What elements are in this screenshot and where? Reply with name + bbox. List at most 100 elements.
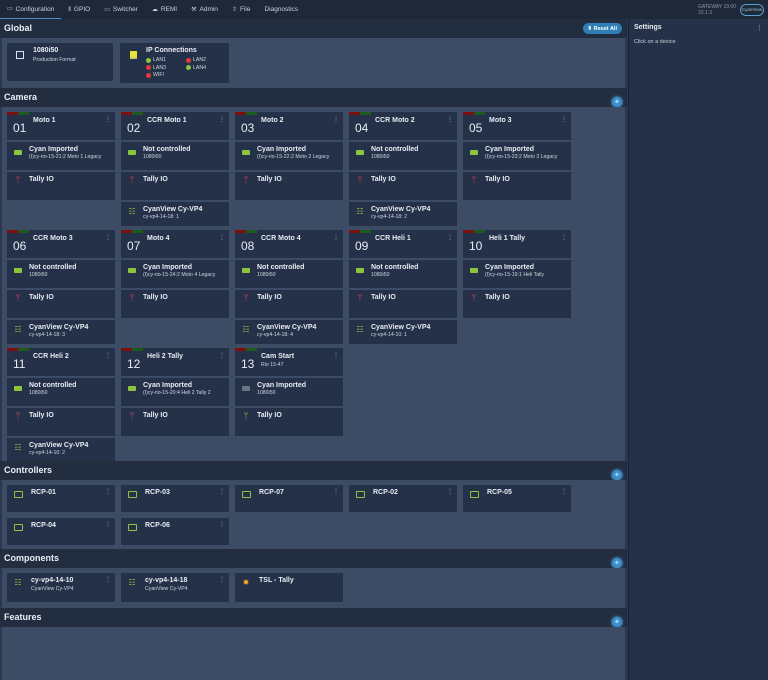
camera-menu-icon[interactable]: ⋮ — [105, 117, 111, 123]
tab-admin[interactable]: ⚒ Admin — [184, 0, 225, 19]
camera-menu-icon[interactable]: ⋮ — [333, 235, 339, 241]
camera-source[interactable]: Cyan Imported (I)cy-rio-15-21:2 Moto 1 Le… — [7, 142, 115, 170]
vp4-processor[interactable]: ☷ CyanView Cy-VP4 cy-vp4-14-10: 2 — [7, 438, 115, 462]
camera-card-header[interactable]: 07 Moto 4 ⋮ — [121, 230, 229, 258]
camera-card[interactable]: 07 Moto 4 ⋮ Cyan Imported (I)cy-rio-15-24:2 … — [121, 230, 229, 318]
controller-card[interactable]: RCP-07 ⋮ — [235, 485, 343, 512]
tally-io[interactable]: ᛘ Tally IO — [121, 408, 229, 436]
controller-menu-icon[interactable]: ⋮ — [561, 489, 567, 495]
controller-card[interactable]: RCP-01 ⋮ — [7, 485, 115, 512]
add-components-button[interactable]: + — [612, 557, 622, 568]
tally-io[interactable]: ᛘ Tally IO — [463, 290, 571, 318]
camera-card[interactable]: 11 CCR Heli 2 ⋮ Not controlled 1080i50 ᛘ Tally… — [7, 348, 115, 462]
camera-card-header[interactable]: 09 CCR Heli 1 ⋮ — [349, 230, 457, 258]
ip-connections-card[interactable]: IP Connections LAN1 LAN2 LAN3 LAN4 WIFI — [120, 43, 229, 83]
tab-diagnostics[interactable]: Diagnostics — [257, 0, 305, 19]
reset-all-button[interactable]: ⇞ Reset All — [582, 23, 622, 34]
camera-card[interactable]: 13 Cam Start Rio 15-47 ⋮ Cyan Imported 1080i5… — [235, 348, 343, 436]
camera-source[interactable]: Cyan Imported 1080i50 — [235, 378, 343, 406]
tally-io[interactable]: ᛘ Tally IO — [349, 172, 457, 200]
component-card[interactable]: ✹ TSL - Tally — [235, 573, 343, 602]
camera-menu-icon[interactable]: ⋮ — [219, 235, 225, 241]
controller-card[interactable]: RCP-03 ⋮ — [121, 485, 229, 512]
tab-file[interactable]: ⇧ File — [225, 0, 258, 19]
tally-io[interactable]: ᛘ Tally IO — [463, 172, 571, 200]
camera-card-header[interactable]: 02 CCR Moto 1 ⋮ — [121, 112, 229, 140]
camera-menu-icon[interactable]: ⋮ — [447, 235, 453, 241]
controller-menu-icon[interactable]: ⋮ — [447, 489, 453, 495]
component-card[interactable]: ☷ cy-vp4-14-18 CyanView Cy-VP4 ⋮ — [121, 573, 229, 602]
camera-card-header[interactable]: 10 Heli 1 Tally ⋮ — [463, 230, 571, 258]
camera-card-header[interactable]: 03 Moto 2 ⋮ — [235, 112, 343, 140]
tally-io[interactable]: ᛘ Tally IO — [7, 408, 115, 436]
camera-source[interactable]: Cyan Imported (I)cy-rio-15-24:2 Moto 4 Le… — [121, 260, 229, 288]
camera-source[interactable]: Not controlled 1080i50 — [7, 378, 115, 406]
camera-card[interactable]: 01 Moto 1 ⋮ Cyan Imported (I)cy-rio-15-21:2 … — [7, 112, 115, 200]
camera-card[interactable]: 03 Moto 2 ⋮ Cyan Imported (I)cy-rio-15-22:2 … — [235, 112, 343, 200]
add-features-button[interactable]: + — [612, 616, 622, 627]
vp4-processor[interactable]: ☷ CyanView Cy-VP4 cy-vp4-14-18: 3 — [7, 320, 115, 344]
add-camera-button[interactable]: + — [612, 96, 622, 107]
camera-card[interactable]: 06 CCR Moto 3 ⋮ Not controlled 1080i50 ᛘ Tally… — [7, 230, 115, 344]
component-menu-icon[interactable]: ⋮ — [105, 577, 111, 583]
vp4-processor[interactable]: ☷ CyanView Cy-VP4 cy-vp4-14-10: 1 — [349, 320, 457, 344]
camera-menu-icon[interactable]: ⋮ — [219, 117, 225, 123]
settings-menu-icon[interactable]: ⋮ — [756, 24, 763, 32]
controller-card[interactable]: RCP-02 ⋮ — [349, 485, 457, 512]
tab-configuration[interactable]: ▭ Configuration — [0, 0, 62, 19]
camera-card-header[interactable]: 13 Cam Start Rio 15-47 ⋮ — [235, 348, 343, 376]
camera-card[interactable]: 04 CCR Moto 2 ⋮ Not controlled 1080i50 ᛘ Tally… — [349, 112, 457, 226]
camera-menu-icon[interactable]: ⋮ — [333, 353, 339, 359]
component-card[interactable]: ☷ cy-vp4-14-10 CyanView Cy-VP4 ⋮ — [7, 573, 115, 602]
tally-io[interactable]: ᛘ Tally IO — [7, 172, 115, 200]
tally-io[interactable]: ᛘ Tally IO — [235, 290, 343, 318]
controller-card[interactable]: RCP-04 ⋮ — [7, 518, 115, 545]
camera-card[interactable]: 09 CCR Heli 1 ⋮ Not controlled 1080i50 ᛘ Tally… — [349, 230, 457, 344]
vp4-processor[interactable]: ☷ CyanView Cy-VP4 cy-vp4-14-18: 4 — [235, 320, 343, 344]
camera-card-header[interactable]: 01 Moto 1 ⋮ — [7, 112, 115, 140]
controller-menu-icon[interactable]: ⋮ — [219, 489, 225, 495]
camera-source[interactable]: Not controlled 1080i50 — [121, 142, 229, 170]
tab-switcher[interactable]: ▭ Switcher — [97, 0, 145, 19]
camera-card-header[interactable]: 04 CCR Moto 2 ⋮ — [349, 112, 457, 140]
camera-source[interactable]: Cyan Imported (I)cy-rio-15-23:2 Moto 3 Le… — [463, 142, 571, 170]
camera-card[interactable]: 12 Heli 2 Tally ⋮ Cyan Imported (I)cy-rio-15… — [121, 348, 229, 436]
camera-source[interactable]: Not controlled 1080i50 — [349, 142, 457, 170]
camera-source[interactable]: Not controlled 1080i50 — [235, 260, 343, 288]
camera-menu-icon[interactable]: ⋮ — [561, 117, 567, 123]
controller-card[interactable]: RCP-06 ⋮ — [121, 518, 229, 545]
controller-menu-icon[interactable]: ⋮ — [219, 522, 225, 528]
tab-remi[interactable]: ☁ REMI — [145, 0, 184, 19]
vp4-processor[interactable]: ☷ CyanView Cy-VP4 cy-vp4-14-18: 2 — [349, 202, 457, 226]
camera-menu-icon[interactable]: ⋮ — [105, 353, 111, 359]
component-menu-icon[interactable]: ⋮ — [219, 577, 225, 583]
tab-gpio[interactable]: ⦀ GPIO — [61, 0, 97, 19]
camera-card-header[interactable]: 08 CCR Moto 4 ⋮ — [235, 230, 343, 258]
camera-card-header[interactable]: 06 CCR Moto 3 ⋮ — [7, 230, 115, 258]
controller-card[interactable]: RCP-05 ⋮ — [463, 485, 571, 512]
camera-source[interactable]: Not controlled 1080i50 — [349, 260, 457, 288]
production-format-card[interactable]: 1080i50 Production Format — [7, 43, 113, 81]
camera-card[interactable]: 08 CCR Moto 4 ⋮ Not controlled 1080i50 ᛘ Tally… — [235, 230, 343, 344]
controller-menu-icon[interactable]: ⋮ — [105, 522, 111, 528]
vp4-processor[interactable]: ☷ CyanView Cy-VP4 cy-vp4-14-18: 1 — [121, 202, 229, 226]
tally-io[interactable]: ᛘ Tally IO — [349, 290, 457, 318]
camera-card[interactable]: 02 CCR Moto 1 ⋮ Not controlled 1080i50 ᛘ Tally… — [121, 112, 229, 226]
tally-io[interactable]: ᛘ Tally IO — [121, 290, 229, 318]
tally-io[interactable]: ᛘ Tally IO — [235, 408, 343, 436]
tally-io[interactable]: ᛘ Tally IO — [121, 172, 229, 200]
camera-card-header[interactable]: 11 CCR Heli 2 ⋮ — [7, 348, 115, 376]
controller-menu-icon[interactable]: ⋮ — [333, 489, 339, 495]
camera-source[interactable]: Cyan Imported (I)cy-rio-15-20:4 Heli 2 Ta… — [121, 378, 229, 406]
camera-card[interactable]: 10 Heli 1 Tally ⋮ Cyan Imported (I)cy-rio-15… — [463, 230, 571, 318]
controller-menu-icon[interactable]: ⋮ — [105, 489, 111, 495]
camera-source[interactable]: Cyan Imported (I)cy-rio-15-19:1 Heli Tall… — [463, 260, 571, 288]
camera-menu-icon[interactable]: ⋮ — [561, 235, 567, 241]
camera-menu-icon[interactable]: ⋮ — [447, 117, 453, 123]
camera-menu-icon[interactable]: ⋮ — [219, 353, 225, 359]
add-controllers-button[interactable]: + — [612, 469, 622, 480]
tally-io[interactable]: ᛘ Tally IO — [235, 172, 343, 200]
camera-source[interactable]: Not controlled 1080i50 — [7, 260, 115, 288]
tally-io[interactable]: ᛘ Tally IO — [7, 290, 115, 318]
camera-menu-icon[interactable]: ⋮ — [105, 235, 111, 241]
